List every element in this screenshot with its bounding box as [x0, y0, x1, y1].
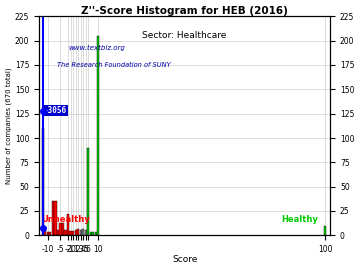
Bar [44, 231, 46, 235]
Text: Healthy: Healthy [281, 215, 318, 224]
Text: Sector: Healthcare: Sector: Healthcare [143, 31, 227, 40]
Bar [82, 228, 84, 235]
Text: The Research Foundation of SUNY: The Research Foundation of SUNY [57, 62, 170, 68]
Bar [72, 231, 74, 235]
Bar [75, 231, 77, 235]
Text: Unhealthy: Unhealthy [41, 215, 90, 224]
Y-axis label: Number of companies (670 total): Number of companies (670 total) [5, 68, 12, 184]
Bar [67, 214, 69, 235]
Bar [49, 232, 51, 235]
Bar [62, 223, 64, 235]
Title: Z''-Score Histogram for HEB (2016): Z''-Score Histogram for HEB (2016) [81, 6, 288, 16]
Text: -3056: -3056 [44, 106, 67, 115]
Bar [87, 148, 89, 235]
Text: www.textbiz.org: www.textbiz.org [68, 45, 125, 51]
Bar [42, 128, 44, 235]
Bar [90, 232, 92, 235]
Bar [77, 230, 79, 235]
Bar [95, 232, 97, 235]
Bar [54, 201, 57, 235]
Bar [324, 226, 326, 235]
X-axis label: Score: Score [172, 255, 197, 264]
Bar [57, 231, 59, 235]
Bar [52, 201, 54, 235]
Bar [92, 232, 94, 235]
Bar [97, 36, 99, 235]
Bar [64, 231, 67, 235]
Bar [59, 223, 62, 235]
Bar [80, 231, 82, 235]
Bar [69, 231, 72, 235]
Bar [47, 232, 49, 235]
Bar [85, 231, 87, 235]
